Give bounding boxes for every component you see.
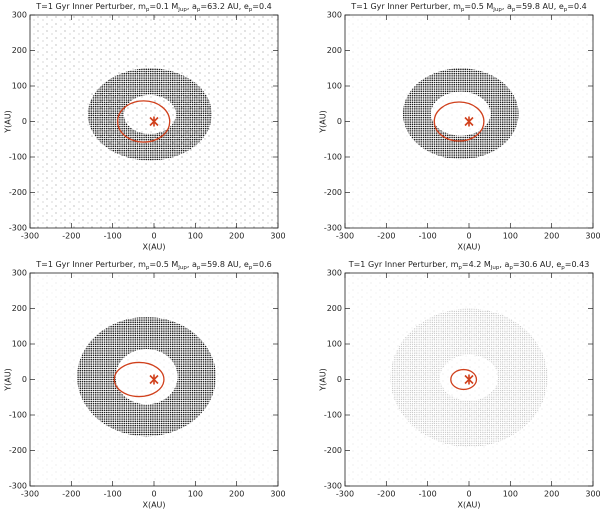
title-part: =4.2 M <box>462 260 491 269</box>
y-tick-label: 300 <box>327 11 342 20</box>
panel: T=1 Gyr Inner Perturber, mp=0.5 MJup, ap… <box>4 260 286 510</box>
title-part: =63.2 AU, e <box>200 2 248 11</box>
y-tick-label: -100 <box>324 153 342 162</box>
title-part: =59.8 AU, e <box>200 260 248 269</box>
title-part: , a <box>187 260 197 269</box>
x-tick-label: -100 <box>419 490 437 499</box>
title-part: T=1 Gyr Inner Perturber, m <box>350 2 461 11</box>
y-tick-label: 100 <box>327 82 342 91</box>
x-tick-label: 0 <box>151 232 156 241</box>
y-tick-label: 300 <box>327 269 342 278</box>
x-tick-label: 100 <box>188 232 203 241</box>
title-part: Jup <box>177 265 187 271</box>
y-tick-label: 100 <box>327 340 342 349</box>
y-tick-label: -100 <box>9 411 27 420</box>
y-axis-label: Y(AU) <box>319 110 328 133</box>
x-tick-label: -200 <box>377 490 395 499</box>
x-axis-label: X(AU) <box>142 243 165 252</box>
title-part: Jup <box>177 7 187 13</box>
title-part: , a <box>187 2 197 11</box>
y-tick-label: -200 <box>9 188 27 197</box>
y-tick-label: 0 <box>22 117 27 126</box>
x-tick-label: -200 <box>62 490 80 499</box>
x-tick-label: 200 <box>229 232 244 241</box>
x-tick-label: 300 <box>270 232 285 241</box>
title-part: =0.5 M <box>149 260 178 269</box>
x-tick-label: -300 <box>21 232 39 241</box>
x-tick-label: 100 <box>188 490 203 499</box>
x-tick-label: 0 <box>151 490 156 499</box>
y-tick-label: 200 <box>327 46 342 55</box>
title-part: =0.4 <box>567 2 586 11</box>
x-tick-label: 200 <box>544 232 559 241</box>
x-tick-label: 0 <box>466 232 471 241</box>
y-tick-label: 0 <box>337 375 342 384</box>
y-tick-label: -300 <box>9 224 27 233</box>
title-part: T=1 Gyr Inner Perturber, m <box>348 260 459 269</box>
y-tick-label: 300 <box>12 269 27 278</box>
y-tick-label: 200 <box>12 46 27 55</box>
panel-title: T=1 Gyr Inner Perturber, mp=0.1 MJup, ap… <box>35 2 271 13</box>
y-axis-label: Y(AU) <box>319 368 328 391</box>
y-tick-label: -200 <box>9 446 27 455</box>
x-tick-label: -200 <box>62 232 80 241</box>
x-tick-label: 200 <box>229 490 244 499</box>
y-tick-label: 200 <box>12 304 27 313</box>
y-tick-label: -300 <box>324 482 342 491</box>
y-tick-label: 100 <box>12 82 27 91</box>
title-part: =0.4 <box>252 2 271 11</box>
x-tick-label: 300 <box>585 490 600 499</box>
panel: T=1 Gyr Inner Perturber, mp=4.2 MJup, ap… <box>319 260 600 510</box>
title-part: , a <box>502 2 512 11</box>
title-part: T=1 Gyr Inner Perturber, m <box>35 260 146 269</box>
y-axis-label: Y(AU) <box>4 368 13 391</box>
y-tick-label: 0 <box>337 117 342 126</box>
title-part: , a <box>499 260 509 269</box>
x-tick-label: 300 <box>585 232 600 241</box>
title-part: Jup <box>492 7 502 13</box>
x-tick-label: -200 <box>377 232 395 241</box>
panel-title: T=1 Gyr Inner Perturber, mp=0.5 MJup, ap… <box>35 260 271 271</box>
x-tick-label: -300 <box>336 490 354 499</box>
x-axis-label: X(AU) <box>457 243 480 252</box>
panel: T=1 Gyr Inner Perturber, mp=0.5 MJup, ap… <box>319 2 600 252</box>
x-tick-label: -100 <box>104 490 122 499</box>
title-part: =0.1 M <box>149 2 178 11</box>
x-tick-label: -100 <box>104 232 122 241</box>
x-tick-label: 100 <box>503 490 518 499</box>
panel: T=1 Gyr Inner Perturber, mp=0.1 MJup, ap… <box>4 2 286 252</box>
x-tick-label: 300 <box>270 490 285 499</box>
title-part: =0.5 M <box>464 2 493 11</box>
x-tick-label: 100 <box>503 232 518 241</box>
y-axis-label: Y(AU) <box>4 110 13 133</box>
x-tick-label: 200 <box>544 490 559 499</box>
title-part: =59.8 AU, e <box>515 2 563 11</box>
x-tick-label: 0 <box>466 490 471 499</box>
y-tick-label: 300 <box>12 11 27 20</box>
x-tick-label: -300 <box>21 490 39 499</box>
y-tick-label: 0 <box>22 375 27 384</box>
title-part: =0.43 <box>565 260 590 269</box>
y-tick-label: 100 <box>12 340 27 349</box>
panel-title: T=1 Gyr Inner Perturber, mp=4.2 MJup, ap… <box>348 260 590 271</box>
title-part: =30.6 AU, e <box>513 260 561 269</box>
title-part: =0.6 <box>252 260 271 269</box>
y-tick-label: -200 <box>324 446 342 455</box>
x-axis-label: X(AU) <box>142 501 165 510</box>
y-tick-label: -200 <box>324 188 342 197</box>
title-part: Jup <box>490 265 500 271</box>
y-tick-label: -300 <box>324 224 342 233</box>
title-part: T=1 Gyr Inner Perturber, m <box>35 2 146 11</box>
x-tick-label: -300 <box>336 232 354 241</box>
y-tick-label: -300 <box>9 482 27 491</box>
x-tick-label: -100 <box>419 232 437 241</box>
y-tick-label: -100 <box>9 153 27 162</box>
y-tick-label: 200 <box>327 304 342 313</box>
x-axis-label: X(AU) <box>457 501 480 510</box>
panel-title: T=1 Gyr Inner Perturber, mp=0.5 MJup, ap… <box>350 2 586 13</box>
y-tick-label: -100 <box>324 411 342 420</box>
